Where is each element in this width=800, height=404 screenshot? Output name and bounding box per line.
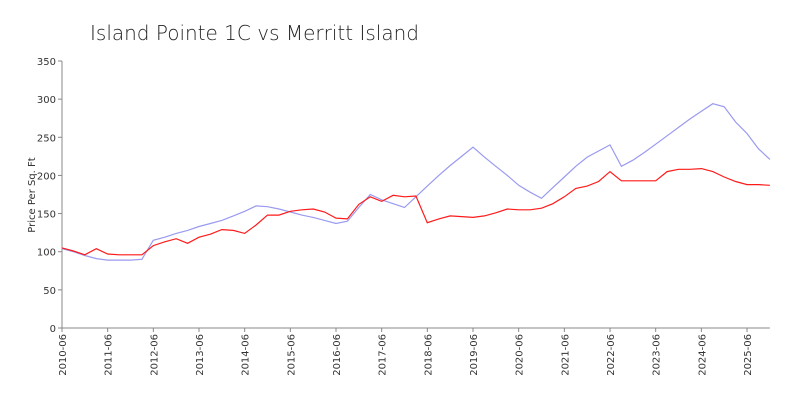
y-tick-label: 350 <box>37 57 56 68</box>
x-tick-label: 2024-06 <box>697 334 708 376</box>
x-tick-label: 2017-06 <box>378 334 389 376</box>
x-tick-label: 2012-06 <box>149 334 160 376</box>
series-line <box>61 103 771 261</box>
y-tick-label: 200 <box>37 171 56 182</box>
x-tick-label: 2016-06 <box>332 334 343 376</box>
series-line <box>61 167 770 256</box>
x-tick-label: 2021-06 <box>560 334 571 376</box>
x-tick-label: 2019-06 <box>469 334 480 376</box>
y-axis-label: Price Per Sq. Ft <box>27 157 38 232</box>
y-tick-label: 0 <box>50 324 56 335</box>
x-tick-label: 2011-06 <box>104 334 115 376</box>
y-tick-label: 250 <box>37 133 56 144</box>
x-tick-label: 2022-06 <box>606 334 617 376</box>
x-tick-label: 2023-06 <box>652 334 663 376</box>
x-tick-label: 2020-06 <box>515 334 526 376</box>
y-tick-label: 150 <box>37 210 56 221</box>
x-tick-label: 2018-06 <box>423 334 434 376</box>
x-tick-label: 2014-06 <box>241 334 252 376</box>
chart-title: Island Pointe 1C vs Merritt Island <box>90 21 419 45</box>
y-tick-label: 50 <box>43 286 56 297</box>
x-tick-label: 2013-06 <box>195 334 206 376</box>
y-tick-label: 100 <box>37 248 56 259</box>
y-tick-label: 300 <box>37 95 56 106</box>
x-tick-label: 2025-06 <box>743 334 754 376</box>
x-tick-label: 2015-06 <box>286 334 297 376</box>
x-tick-label: 2010-06 <box>58 334 69 376</box>
